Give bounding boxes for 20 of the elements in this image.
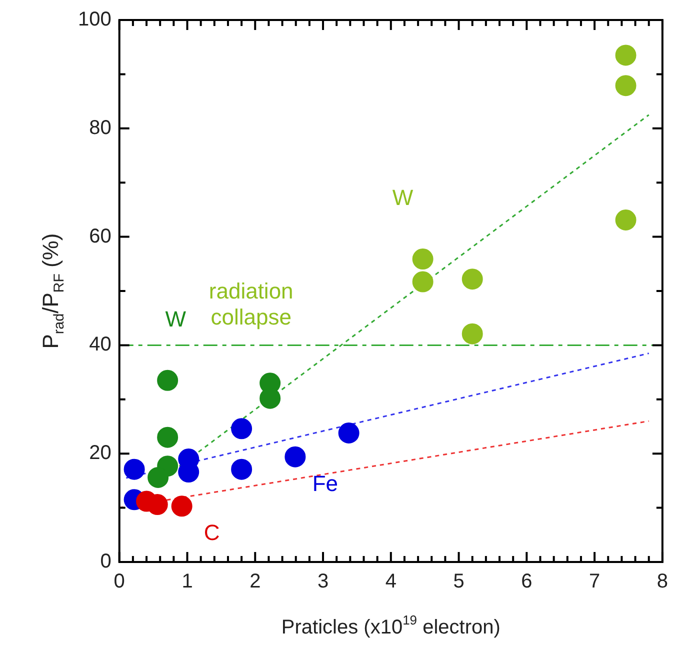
y-tick-label: 0 bbox=[100, 550, 112, 573]
series-label: W bbox=[392, 185, 414, 210]
series-label: C bbox=[204, 520, 220, 546]
x-tick-label: 3 bbox=[317, 570, 329, 593]
y-tick-label: 40 bbox=[89, 334, 112, 356]
series-label: W bbox=[165, 306, 186, 332]
y-tick-label: 80 bbox=[89, 116, 112, 139]
y-tick-label: 100 bbox=[78, 8, 112, 31]
y-axis-title: Prad/PRF (%) bbox=[38, 233, 68, 349]
series-label: Fe bbox=[312, 470, 338, 496]
y-tick-label: 20 bbox=[89, 442, 112, 464]
x-tick-label: 4 bbox=[385, 570, 396, 593]
x-tick-label: 7 bbox=[588, 570, 600, 593]
x-tick-label: 6 bbox=[521, 570, 532, 593]
x-tick-label: 2 bbox=[250, 570, 261, 593]
x-tick-label: 1 bbox=[182, 570, 193, 593]
x-tick-label: 5 bbox=[453, 570, 464, 593]
annotation: radiation collapse bbox=[208, 278, 294, 330]
x-tick-label: 8 bbox=[656, 570, 668, 593]
y-tick-label: 60 bbox=[89, 225, 112, 248]
